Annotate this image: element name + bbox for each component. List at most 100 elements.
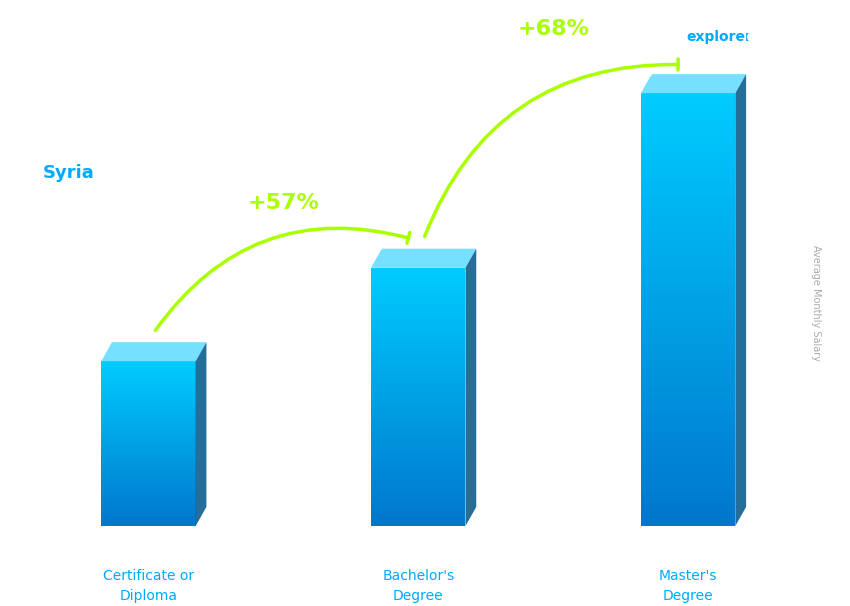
- Bar: [101, 371, 196, 375]
- Bar: [101, 441, 196, 444]
- Bar: [101, 506, 196, 510]
- Bar: [641, 405, 735, 413]
- Bar: [101, 421, 196, 424]
- Bar: [371, 345, 466, 350]
- Bar: [641, 388, 735, 396]
- Bar: [371, 479, 466, 485]
- Text: Salary Comparison By Education: Salary Comparison By Education: [42, 42, 551, 70]
- Bar: [371, 433, 466, 438]
- Bar: [101, 365, 196, 368]
- Bar: [371, 407, 466, 413]
- Bar: [641, 102, 735, 110]
- Bar: [371, 516, 466, 521]
- Bar: [101, 434, 196, 437]
- Text: Operating Room Scheduler: Operating Room Scheduler: [42, 109, 306, 128]
- Bar: [371, 428, 466, 433]
- Bar: [101, 401, 196, 404]
- Bar: [101, 375, 196, 378]
- Text: Certificate or
Diploma: Certificate or Diploma: [103, 569, 194, 602]
- Text: Bachelor's
Degree: Bachelor's Degree: [382, 569, 455, 602]
- Bar: [101, 450, 196, 453]
- Bar: [371, 438, 466, 444]
- Bar: [101, 437, 196, 441]
- Bar: [641, 344, 735, 353]
- Bar: [641, 448, 735, 457]
- Bar: [101, 411, 196, 414]
- Bar: [641, 465, 735, 474]
- Bar: [641, 509, 735, 518]
- Bar: [641, 318, 735, 327]
- Bar: [371, 413, 466, 418]
- Bar: [371, 505, 466, 511]
- Text: Average Monthly Salary: Average Monthly Salary: [811, 245, 821, 361]
- Bar: [641, 422, 735, 431]
- Bar: [371, 454, 466, 459]
- Bar: [371, 330, 466, 335]
- Bar: [371, 294, 466, 299]
- Bar: [371, 464, 466, 469]
- Bar: [101, 453, 196, 457]
- Bar: [371, 397, 466, 402]
- Bar: [641, 396, 735, 405]
- Bar: [641, 206, 735, 215]
- Bar: [371, 495, 466, 500]
- Bar: [371, 423, 466, 428]
- Bar: [641, 370, 735, 379]
- Text: 68,900 SYP: 68,900 SYP: [38, 334, 113, 347]
- Bar: [371, 444, 466, 448]
- Bar: [371, 418, 466, 423]
- Bar: [371, 325, 466, 330]
- Bar: [641, 188, 735, 197]
- Bar: [641, 379, 735, 388]
- Bar: [641, 457, 735, 465]
- Bar: [371, 376, 466, 381]
- Bar: [371, 469, 466, 474]
- Polygon shape: [101, 342, 207, 361]
- Bar: [101, 519, 196, 523]
- Bar: [641, 249, 735, 258]
- Bar: [101, 444, 196, 447]
- Bar: [101, 523, 196, 526]
- Bar: [371, 288, 466, 294]
- Bar: [641, 128, 735, 136]
- Bar: [371, 283, 466, 288]
- Bar: [641, 258, 735, 267]
- Bar: [371, 402, 466, 407]
- Bar: [371, 268, 466, 273]
- Bar: [101, 424, 196, 427]
- Bar: [641, 518, 735, 526]
- Bar: [641, 267, 735, 275]
- Text: .com: .com: [742, 30, 779, 44]
- Bar: [371, 356, 466, 361]
- Bar: [371, 500, 466, 505]
- Bar: [641, 413, 735, 422]
- Text: Syria: Syria: [42, 164, 94, 182]
- Polygon shape: [371, 248, 476, 268]
- Bar: [101, 500, 196, 503]
- Polygon shape: [641, 74, 746, 93]
- Text: salary: salary: [646, 30, 694, 44]
- Bar: [101, 464, 196, 467]
- Bar: [371, 273, 466, 278]
- Bar: [371, 304, 466, 309]
- Bar: [101, 384, 196, 388]
- Bar: [371, 335, 466, 340]
- Bar: [101, 470, 196, 473]
- Bar: [101, 503, 196, 506]
- Bar: [101, 398, 196, 401]
- Bar: [371, 490, 466, 495]
- Bar: [641, 136, 735, 145]
- Bar: [641, 162, 735, 171]
- Bar: [641, 231, 735, 241]
- Bar: [371, 391, 466, 397]
- Bar: [371, 371, 466, 376]
- Bar: [371, 278, 466, 283]
- Bar: [641, 301, 735, 310]
- Bar: [101, 361, 196, 365]
- Bar: [101, 430, 196, 434]
- Bar: [101, 447, 196, 450]
- Bar: [371, 361, 466, 366]
- Bar: [101, 477, 196, 480]
- Bar: [101, 473, 196, 477]
- Bar: [641, 362, 735, 370]
